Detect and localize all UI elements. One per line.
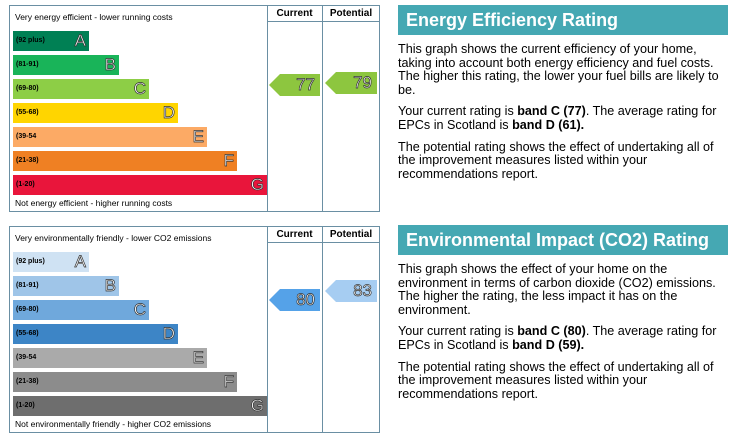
band-letter: D: [162, 103, 175, 123]
band-range-label: (1-20): [16, 402, 35, 409]
env-current-summary: Your current rating is band C (80). The …: [398, 325, 728, 352]
band-letter: G: [250, 396, 264, 416]
summary-prefix: Your current rating is: [398, 104, 518, 119]
band-range-label: (21-38): [16, 378, 39, 385]
average-band: band D (59).: [512, 337, 585, 352]
band-letter: B: [104, 276, 116, 296]
current-rating-value: 80: [296, 290, 316, 310]
potential-header: Potential: [329, 229, 373, 240]
current-header: Current: [276, 229, 313, 240]
band-letter: C: [133, 300, 146, 320]
potential-header: Potential: [329, 8, 373, 19]
current-band: band C (80): [517, 324, 586, 339]
band-g: (1-20) G: [13, 396, 267, 416]
energy-potential-note: The potential rating shows the effect of…: [398, 139, 714, 181]
band-letter: E: [192, 127, 204, 147]
band-g: (1-20) G: [13, 175, 267, 195]
band-letter: D: [162, 324, 175, 344]
band-letter: B: [104, 55, 116, 75]
band-e: (39-54 E: [13, 348, 207, 368]
band-range-label: (21-38): [16, 157, 39, 164]
current-band: band C (77): [517, 104, 586, 119]
energy-panel-title: Energy Efficiency Rating: [398, 5, 728, 35]
potential-rating-value: 79: [353, 73, 373, 93]
arrow-shape: [269, 74, 320, 96]
band-letter: A: [74, 252, 86, 272]
summary-prefix: Your current rating is: [398, 324, 518, 339]
energy-info-panel: Energy Efficiency Rating This graph show…: [398, 5, 728, 181]
band-f: (21-38) F: [13, 372, 237, 392]
band-f: (21-38) F: [13, 151, 237, 171]
band-b: (81-91) B: [13, 55, 119, 75]
current-column-divider: [267, 227, 268, 432]
env-panel-title: Environmental Impact (CO2) Rating: [398, 225, 728, 255]
band-range-label: (69-80): [16, 85, 39, 92]
potential-rating-value: 83: [353, 281, 373, 301]
current-column-divider: [267, 6, 268, 211]
band-letter: F: [223, 151, 234, 171]
arrow-shape: [325, 72, 377, 94]
current-rating-arrow: 77: [269, 74, 320, 96]
summary-middle: . The average rating for EPCs in Scotlan…: [398, 104, 717, 132]
band-letter: C: [133, 79, 146, 99]
environmental-info-panel: Environmental Impact (CO2) Rating This g…: [398, 225, 728, 401]
band-letter: E: [192, 348, 204, 368]
arrow-shape: [325, 280, 377, 302]
band-e: (39-54 E: [13, 127, 207, 147]
band-range-label: (39-54: [16, 354, 37, 361]
env-potential-note: The potential rating shows the effect of…: [398, 359, 714, 401]
potential-column-divider: [322, 6, 323, 211]
band-b: (81-91) B: [13, 276, 119, 296]
arrow-shape: [269, 289, 320, 311]
energy-rating-chart: Current Potential Very energy efficient …: [9, 5, 380, 212]
header-divider: [267, 242, 379, 243]
env-description: This graph shows the effect of your home…: [398, 262, 716, 317]
band-a: (92 plus) A: [13, 31, 89, 51]
band-a: (92 plus) A: [13, 252, 89, 272]
header-divider: [267, 21, 379, 22]
band-range-label: (81-91): [16, 61, 39, 68]
band-letter: A: [74, 31, 86, 51]
summary-middle: . The average rating for EPCs in Scotlan…: [398, 324, 717, 352]
band-d: (55-68) D: [13, 324, 178, 344]
current-header: Current: [276, 8, 313, 19]
band-range-label: (55-68): [16, 109, 39, 116]
band-c: (69-80) C: [13, 300, 149, 320]
energy-description: This graph shows the current efficiency …: [398, 42, 719, 97]
chart-top-note: Very energy efficient - lower running co…: [15, 12, 173, 22]
energy-current-summary: Your current rating is band C (77). The …: [398, 105, 728, 132]
current-rating-value: 77: [296, 75, 316, 95]
band-range-label: (39-54: [16, 133, 37, 140]
band-range-label: (92 plus): [16, 37, 45, 44]
band-range-label: (55-68): [16, 330, 39, 337]
band-c: (69-80) C: [13, 79, 149, 99]
environmental-impact-chart: Current Potential Very environmentally f…: [9, 226, 380, 433]
band-range-label: (81-91): [16, 282, 39, 289]
potential-rating-arrow: 83: [325, 280, 377, 302]
band-range-label: (69-80): [16, 306, 39, 313]
potential-column-divider: [322, 227, 323, 432]
chart-bottom-note: Not environmentally friendly - higher CO…: [15, 419, 212, 429]
band-letter: G: [250, 175, 264, 195]
band-letter: F: [223, 372, 234, 392]
band-d: (55-68) D: [13, 103, 178, 123]
chart-bottom-note: Not energy efficient - higher running co…: [15, 198, 173, 208]
band-range-label: (92 plus): [16, 258, 45, 265]
potential-rating-arrow: 79: [325, 72, 377, 94]
band-range-label: (1-20): [16, 181, 35, 188]
average-band: band D (61).: [512, 117, 585, 132]
current-rating-arrow: 80: [269, 289, 320, 311]
chart-top-note: Very environmentally friendly - lower CO…: [15, 233, 212, 243]
